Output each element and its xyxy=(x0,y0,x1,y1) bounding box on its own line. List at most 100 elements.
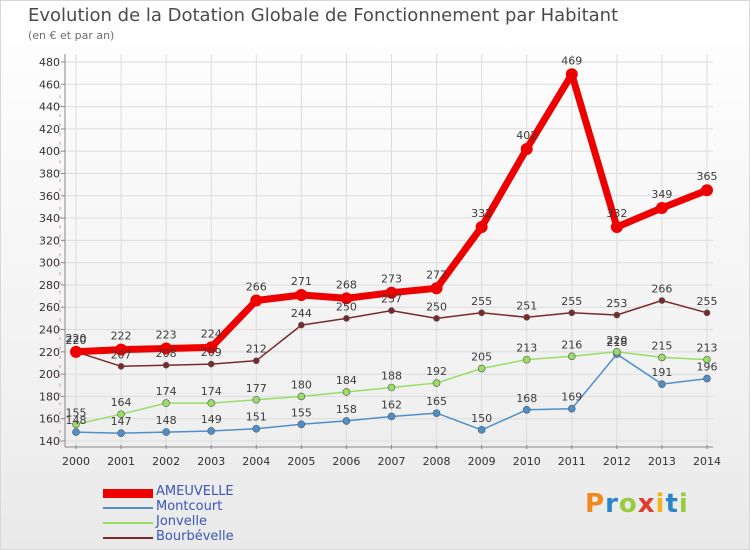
data-label-bourbevelle: 209 xyxy=(201,346,222,359)
data-label-bourbevelle: 255 xyxy=(471,295,492,308)
data-point-montcourt xyxy=(432,409,441,417)
proxiti-logo: Proxiti xyxy=(585,489,689,519)
data-point-ameuvelle xyxy=(610,220,623,233)
data-point-jonvelle xyxy=(297,392,306,401)
legend-label: Montcourt xyxy=(156,499,223,514)
data-label-ameuvelle: 266 xyxy=(246,281,267,294)
data-label-montcourt: 151 xyxy=(246,411,267,424)
data-point-jonvelle xyxy=(658,353,666,362)
data-label-montcourt: 147 xyxy=(111,415,132,428)
data-label-jonvelle: 192 xyxy=(426,365,447,378)
data-label-montcourt: 149 xyxy=(201,413,222,426)
data-point-montcourt xyxy=(703,374,711,383)
x-tick-label: 2001 xyxy=(107,455,135,468)
data-point-ameuvelle xyxy=(115,343,128,356)
data-point-ameuvelle xyxy=(565,68,578,81)
data-label-jonvelle: 220 xyxy=(606,334,627,347)
data-point-ameuvelle xyxy=(385,286,398,299)
y-tick-label: 160 xyxy=(39,413,60,426)
data-point-jonvelle xyxy=(117,410,125,419)
data-label-jonvelle: 205 xyxy=(471,351,492,364)
data-point-ameuvelle xyxy=(475,220,488,233)
data-point-jonvelle xyxy=(252,395,261,404)
data-label-bourbevelle: 257 xyxy=(381,293,402,306)
data-label-bourbevelle: 255 xyxy=(561,295,582,308)
data-point-montcourt xyxy=(252,424,261,433)
data-point-ameuvelle xyxy=(340,292,353,305)
data-label-ameuvelle: 332 xyxy=(471,207,492,220)
data-label-jonvelle: 180 xyxy=(291,378,312,391)
data-label-bourbevelle: 207 xyxy=(111,348,132,361)
data-point-jonvelle xyxy=(613,348,621,356)
data-label-montcourt: 155 xyxy=(291,406,312,419)
data-point-ameuvelle xyxy=(250,294,263,307)
data-point-montcourt xyxy=(207,427,216,435)
legend-label: Bourbévelle xyxy=(156,529,234,544)
data-label-ameuvelle: 220 xyxy=(66,332,87,345)
data-point-jonvelle xyxy=(703,355,711,364)
data-label-ameuvelle: 332 xyxy=(606,207,627,220)
y-tick-label: 240 xyxy=(39,324,60,337)
data-point-montcourt xyxy=(567,404,576,413)
data-point-montcourt xyxy=(387,412,396,421)
x-tick-label: 2008 xyxy=(423,455,451,468)
chart-subtitle: (en € et par an) xyxy=(28,29,115,42)
x-tick-label: 2009 xyxy=(468,455,496,468)
data-label-bourbevelle: 212 xyxy=(246,343,267,356)
data-point-montcourt xyxy=(658,380,666,388)
data-point-bourbevelle xyxy=(252,357,260,365)
data-point-ameuvelle xyxy=(520,142,533,155)
data-label-jonvelle: 184 xyxy=(336,374,357,387)
y-tick-label: 200 xyxy=(39,368,60,381)
data-point-ameuvelle xyxy=(205,341,218,354)
data-label-montcourt: 218 xyxy=(606,336,627,349)
legend-swatch xyxy=(103,522,153,524)
y-tick-label: 140 xyxy=(39,435,60,448)
data-label-jonvelle: 174 xyxy=(156,385,177,398)
data-point-jonvelle xyxy=(522,355,531,364)
data-label-jonvelle: 213 xyxy=(516,342,537,355)
y-tick-label: 460 xyxy=(39,78,60,91)
data-point-ameuvelle xyxy=(160,342,173,355)
data-label-montcourt: 162 xyxy=(381,398,402,411)
x-tick-label: 2014 xyxy=(693,455,721,468)
x-tick-label: 2002 xyxy=(152,455,180,468)
data-point-bourbevelle xyxy=(568,309,576,317)
x-tick-label: 2010 xyxy=(513,455,541,468)
x-tick-label: 2007 xyxy=(378,455,406,468)
data-label-ameuvelle: 273 xyxy=(381,273,402,286)
data-point-jonvelle xyxy=(207,399,216,407)
data-label-bourbevelle: 250 xyxy=(336,300,357,313)
data-point-montcourt xyxy=(72,428,80,436)
data-label-montcourt: 150 xyxy=(471,412,492,425)
data-point-ameuvelle xyxy=(655,202,668,215)
data-label-ameuvelle: 277 xyxy=(426,268,447,281)
data-point-jonvelle xyxy=(567,352,576,361)
data-label-ameuvelle: 223 xyxy=(156,328,177,341)
legend-label: Jonvelle xyxy=(156,514,207,529)
data-label-montcourt: 169 xyxy=(561,391,582,404)
data-point-jonvelle xyxy=(387,383,396,392)
y-tick-label: 300 xyxy=(39,257,60,270)
data-label-ameuvelle: 222 xyxy=(111,330,132,343)
data-label-ameuvelle: 271 xyxy=(291,275,312,288)
data-point-jonvelle xyxy=(72,420,80,429)
data-label-montcourt: 158 xyxy=(336,403,357,416)
x-tick-label: 2004 xyxy=(242,455,270,468)
data-label-jonvelle: 155 xyxy=(66,406,87,419)
data-label-jonvelle: 216 xyxy=(561,338,582,351)
data-point-bourbevelle xyxy=(388,307,395,314)
legend-swatch xyxy=(103,537,153,539)
data-label-bourbevelle: 208 xyxy=(156,347,177,360)
data-point-ameuvelle xyxy=(295,288,308,301)
data-point-montcourt xyxy=(297,420,306,429)
data-point-montcourt xyxy=(117,429,125,437)
data-label-montcourt: 148 xyxy=(156,414,177,427)
y-tick-label: 280 xyxy=(39,279,60,292)
data-point-bourbevelle xyxy=(703,309,711,317)
y-tick-label: 260 xyxy=(39,301,60,314)
data-label-bourbevelle: 266 xyxy=(651,283,672,296)
legend-swatch xyxy=(103,507,153,509)
